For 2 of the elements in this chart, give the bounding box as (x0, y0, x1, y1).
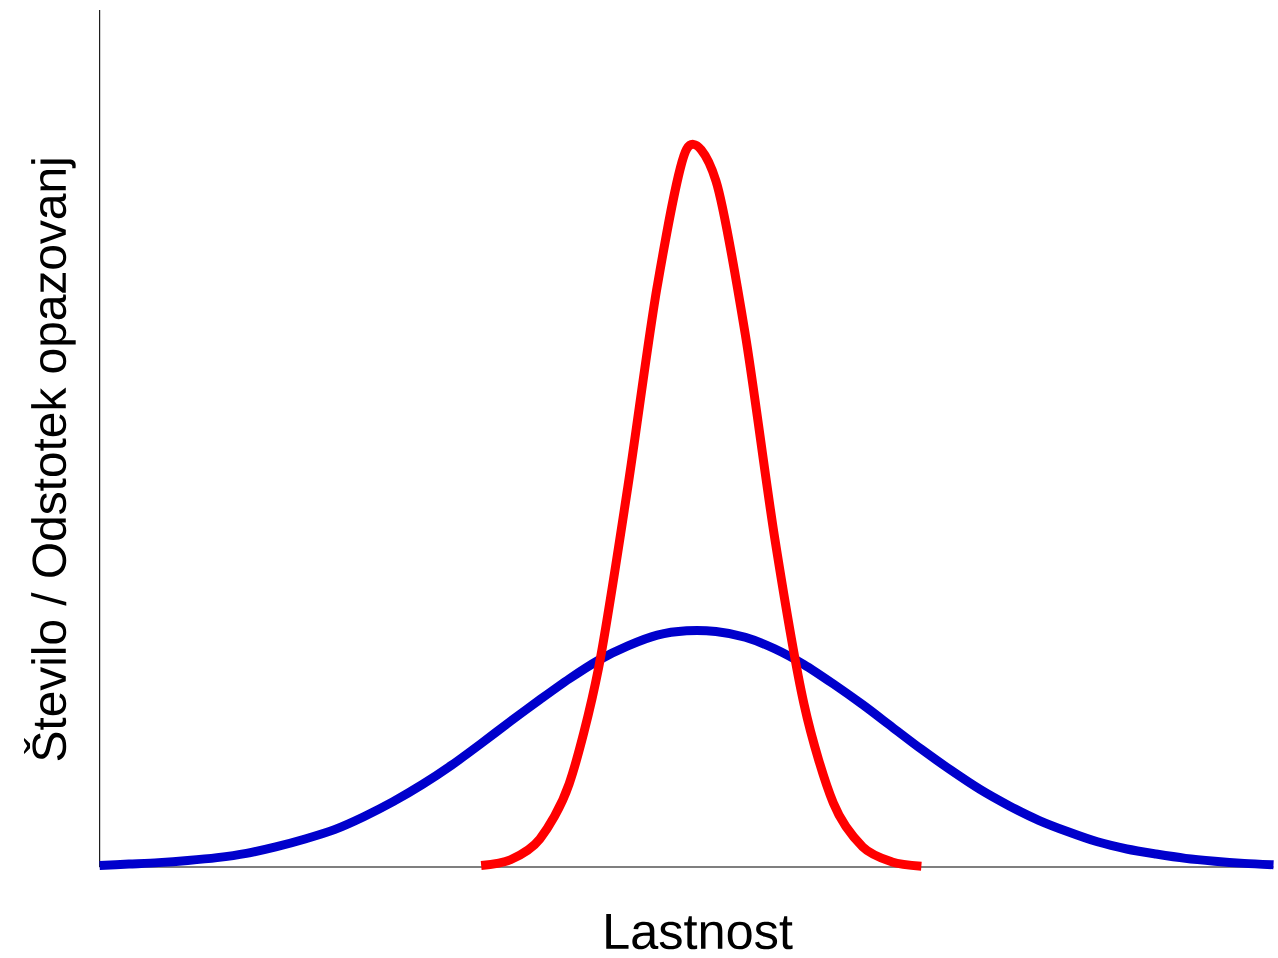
x-axis-title: Lastnost (606, 914, 793, 950)
y-axis-title: Število / Odstotek opazovanj (23, 159, 76, 761)
